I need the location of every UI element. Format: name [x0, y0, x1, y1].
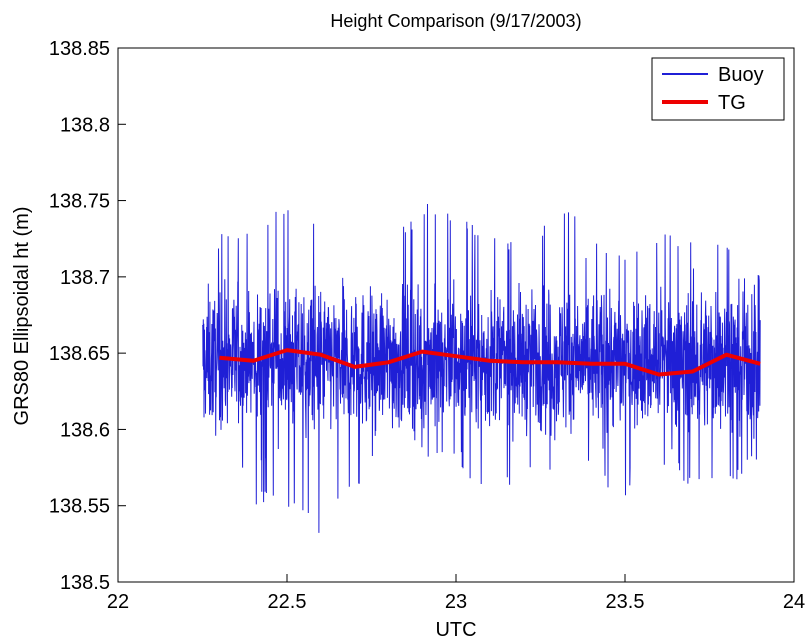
x-tick-label: 23 [445, 591, 467, 613]
x-tick-label: 24 [783, 591, 805, 613]
y-tick-label: 138.6 [60, 419, 110, 441]
legend-label-buoy: Buoy [718, 64, 764, 86]
y-tick-label: 138.5 [60, 572, 110, 594]
plot-area: 22 22.5 23 23.5 24 138.5138.55138.6138.65138… [49, 38, 805, 613]
series-tg-line [219, 348, 761, 377]
x-axis-label: UTC [435, 619, 476, 640]
y-tick-label: 138.65 [49, 343, 110, 365]
chart-title: Height Comparison (9/17/2003) [330, 11, 581, 31]
series-buoy-line [202, 203, 761, 533]
y-axis: 138.5 138.55 138.6 138.65 138.7 138.75 138.8 13… [49, 38, 126, 594]
legend: Buoy TG [651, 57, 785, 121]
y-tick-label: 138.85 [49, 38, 110, 60]
y-axis-label: GRS80 Ellipsoidal ht (m) [11, 207, 33, 426]
series-buoy [202, 203, 761, 533]
x-tick-label: 22.5 [268, 591, 307, 613]
y-tick-label: 138.55 [49, 496, 110, 518]
y-tick-label: 138.8 [60, 114, 110, 136]
x-tick-label: 22 [107, 591, 129, 613]
x-axis: 22 22.5 23 23.5 24 [107, 574, 805, 613]
legend-box [651, 57, 785, 121]
legend-label-tg: TG [718, 92, 746, 114]
x-tick-label: 23.5 [606, 591, 645, 613]
plot-background [118, 48, 794, 582]
y-tick-label: 138.7 [60, 267, 110, 289]
y-tick-label: 138.75 [49, 191, 110, 213]
